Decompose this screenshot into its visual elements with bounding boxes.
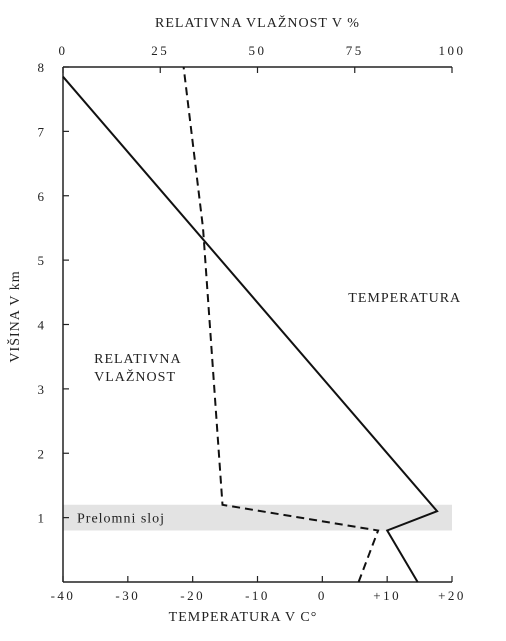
bottom-tick-label: -10 bbox=[245, 588, 270, 603]
left-tick-label: 1 bbox=[38, 511, 47, 526]
left-tick-label: 8 bbox=[38, 60, 47, 75]
bottom-axis-title: TEMPERATURA V C° bbox=[169, 610, 318, 625]
top-tick-label: 100 bbox=[439, 43, 466, 58]
top-tick-label: 50 bbox=[249, 43, 267, 58]
band-prelomni-sloj bbox=[63, 504, 452, 531]
top-axis-title: RELATIVNA VLAŽNOST V % bbox=[155, 14, 360, 31]
annotation-label: VLAŽNOST bbox=[94, 368, 176, 385]
left-tick-label: 3 bbox=[38, 382, 47, 397]
band-label: Prelomni sloj bbox=[77, 512, 165, 527]
left-tick-label: 7 bbox=[38, 124, 47, 139]
bottom-tick-label: -30 bbox=[115, 588, 140, 603]
bottom-tick-label: -40 bbox=[51, 588, 76, 603]
annotation-label: TEMPERATURA bbox=[348, 291, 461, 306]
bottom-tick-label: 0 bbox=[318, 588, 327, 603]
left-tick-label: 5 bbox=[38, 253, 47, 268]
bottom-tick-label: +10 bbox=[373, 588, 401, 603]
humidity-line bbox=[182, 66, 380, 583]
left-tick-label: 2 bbox=[38, 446, 47, 461]
bottom-tick-label: -20 bbox=[180, 588, 205, 603]
top-tick-label: 25 bbox=[151, 43, 169, 58]
top-tick-label: 0 bbox=[59, 43, 68, 58]
temperature-line bbox=[62, 76, 439, 583]
bottom-tick-label: +20 bbox=[438, 588, 466, 603]
annotation-label: RELATIVNA bbox=[94, 352, 182, 367]
top-tick-label: 75 bbox=[346, 43, 364, 58]
left-tick-label: 6 bbox=[38, 189, 47, 204]
left-axis-title: VIŠINA V km bbox=[6, 270, 23, 362]
left-tick-label: 4 bbox=[38, 318, 47, 333]
